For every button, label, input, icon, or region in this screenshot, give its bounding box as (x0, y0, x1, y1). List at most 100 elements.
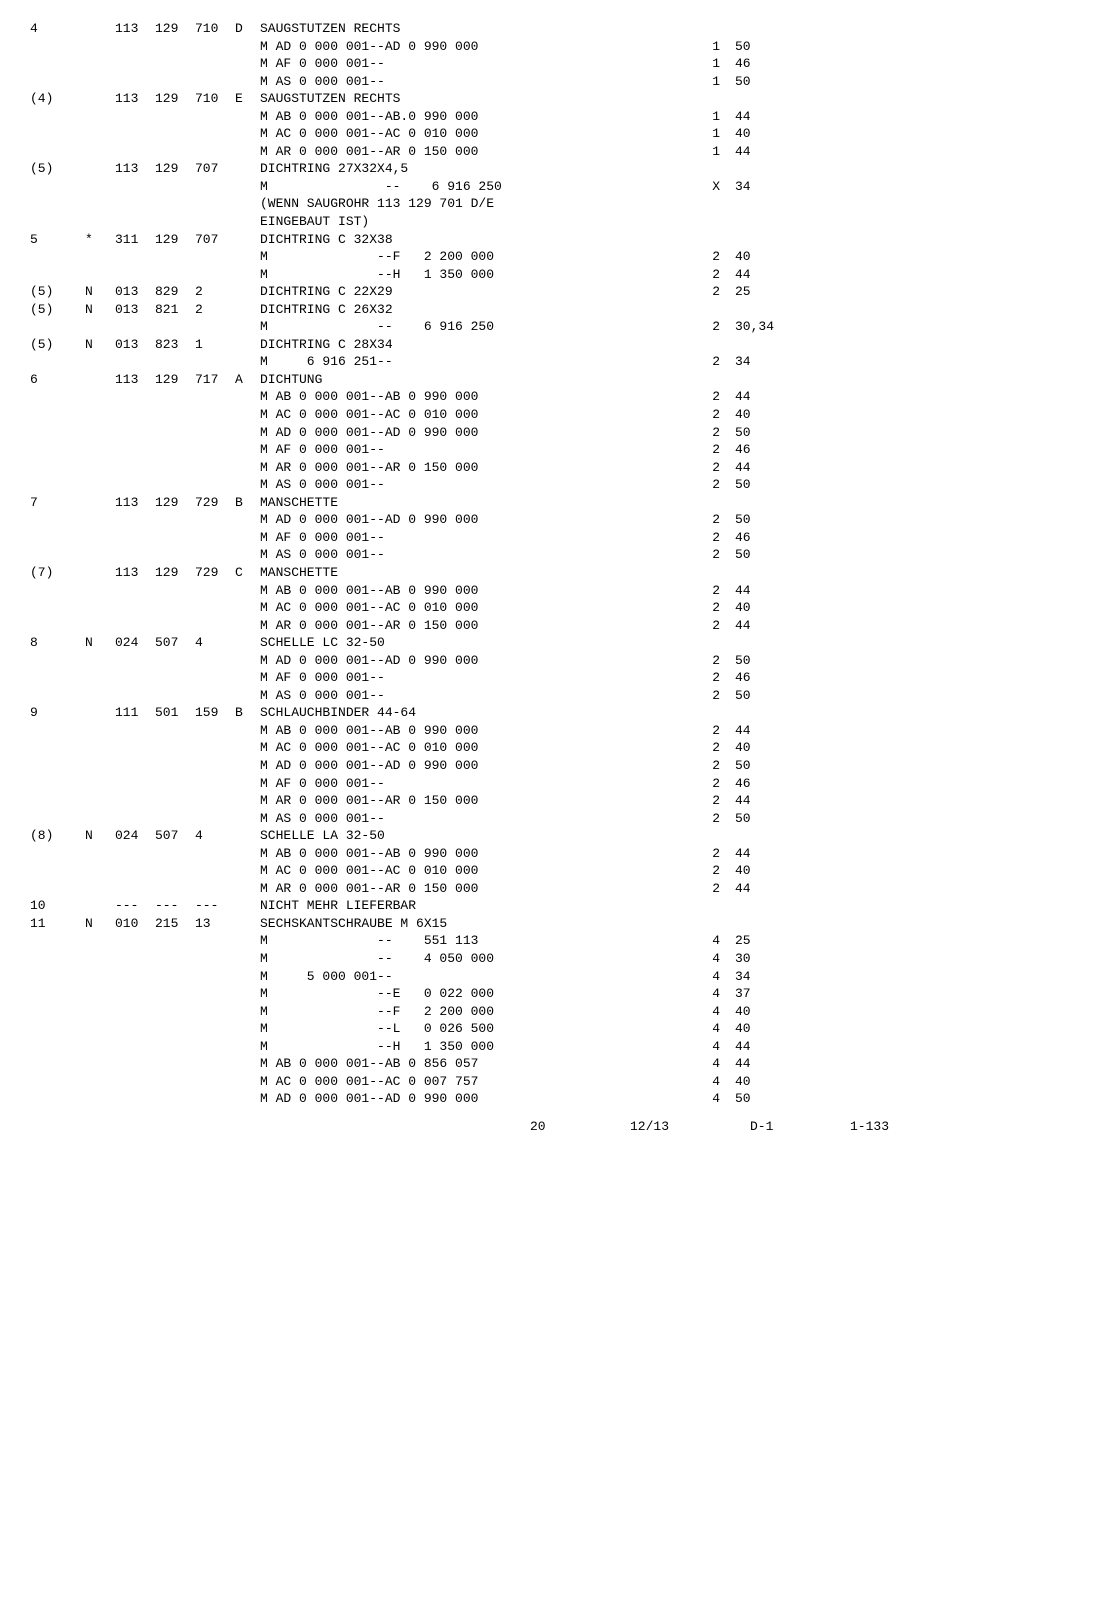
col-part3 (195, 687, 235, 705)
col-description: DICHTRING C 26X32 (260, 301, 670, 319)
col-qty (670, 827, 720, 845)
col-part4 (235, 1055, 260, 1073)
col-value (720, 827, 805, 845)
col-part4 (235, 757, 260, 775)
col-mark (85, 459, 115, 477)
table-row: M AC 0 000 001--AC 0 010 000240 (30, 739, 1081, 757)
col-part1 (115, 599, 155, 617)
col-part4 (235, 792, 260, 810)
col-index (30, 1055, 85, 1073)
col-part3 (195, 1038, 235, 1056)
col-qty: 4 (670, 1090, 720, 1108)
col-part4: A (235, 371, 260, 389)
col-part4 (235, 476, 260, 494)
col-part4 (235, 1003, 260, 1021)
table-row: (5)N0138212DICHTRING C 26X32 (30, 301, 1081, 319)
col-description: M AF 0 000 001-- (260, 55, 670, 73)
col-part2: 215 (155, 915, 195, 933)
col-part3 (195, 213, 235, 231)
col-part3: 729 (195, 494, 235, 512)
col-part4 (235, 652, 260, 670)
col-index (30, 546, 85, 564)
col-part4 (235, 511, 260, 529)
col-value: 25 (720, 283, 805, 301)
col-part2 (155, 406, 195, 424)
col-part4 (235, 669, 260, 687)
footer-d: 1-133 (850, 1118, 950, 1136)
col-mark (85, 968, 115, 986)
col-part3: 4 (195, 827, 235, 845)
col-mark (85, 529, 115, 547)
col-description: M AC 0 000 001--AC 0 010 000 (260, 862, 670, 880)
col-index (30, 582, 85, 600)
col-qty: 2 (670, 722, 720, 740)
col-part1 (115, 424, 155, 442)
col-mark (85, 880, 115, 898)
table-row: 5*311129707DICHTRING C 32X38 (30, 231, 1081, 249)
col-value: 40 (720, 1020, 805, 1038)
col-part3: 710 (195, 20, 235, 38)
col-mark (85, 1073, 115, 1091)
col-qty: 2 (670, 388, 720, 406)
col-qty: 4 (670, 1003, 720, 1021)
col-value: 44 (720, 108, 805, 126)
table-row: M --H 1 350 000244 (30, 266, 1081, 284)
col-index (30, 318, 85, 336)
col-index (30, 950, 85, 968)
col-part4 (235, 143, 260, 161)
col-description: NICHT MEHR LIEFERBAR (260, 897, 670, 915)
col-mark (85, 143, 115, 161)
col-part1 (115, 1020, 155, 1038)
col-mark (85, 178, 115, 196)
col-part1 (115, 757, 155, 775)
col-part4 (235, 915, 260, 933)
table-row: M --E 0 022 000437 (30, 985, 1081, 1003)
col-mark (85, 125, 115, 143)
table-row: M AS 0 000 001--250 (30, 476, 1081, 494)
col-part4 (235, 932, 260, 950)
col-qty: 4 (670, 1055, 720, 1073)
col-part4 (235, 1038, 260, 1056)
col-qty: 1 (670, 143, 720, 161)
col-qty: 2 (670, 845, 720, 863)
col-part3 (195, 353, 235, 371)
col-part3: 710 (195, 90, 235, 108)
col-qty: 4 (670, 932, 720, 950)
col-qty: 1 (670, 38, 720, 56)
col-value: 44 (720, 617, 805, 635)
col-index (30, 862, 85, 880)
col-part2 (155, 739, 195, 757)
col-part1 (115, 178, 155, 196)
col-part1: 113 (115, 20, 155, 38)
col-qty (670, 160, 720, 178)
col-part2: 129 (155, 20, 195, 38)
col-index (30, 143, 85, 161)
col-value (720, 634, 805, 652)
col-part4 (235, 775, 260, 793)
col-part3 (195, 388, 235, 406)
col-value: 40 (720, 125, 805, 143)
col-qty: 2 (670, 424, 720, 442)
col-part3 (195, 669, 235, 687)
col-description: M --L 0 026 500 (260, 1020, 670, 1038)
col-part2: 129 (155, 90, 195, 108)
col-mark (85, 950, 115, 968)
col-index (30, 1003, 85, 1021)
table-row: M -- 6 916 250X34 (30, 178, 1081, 196)
col-part2 (155, 318, 195, 336)
col-value: 30,34 (720, 318, 805, 336)
table-row: M AD 0 000 001--AD 0 990 000250 (30, 424, 1081, 442)
col-part2 (155, 55, 195, 73)
col-part2 (155, 968, 195, 986)
col-part1: 013 (115, 283, 155, 301)
col-part3: 707 (195, 231, 235, 249)
col-qty: 2 (670, 862, 720, 880)
col-description: M AD 0 000 001--AD 0 990 000 (260, 1090, 670, 1108)
col-part1 (115, 1073, 155, 1091)
col-value: 50 (720, 511, 805, 529)
col-value: 46 (720, 441, 805, 459)
col-part1 (115, 845, 155, 863)
col-part4 (235, 1090, 260, 1108)
col-description: M AB 0 000 001--AB.0 990 000 (260, 108, 670, 126)
col-value: 46 (720, 775, 805, 793)
